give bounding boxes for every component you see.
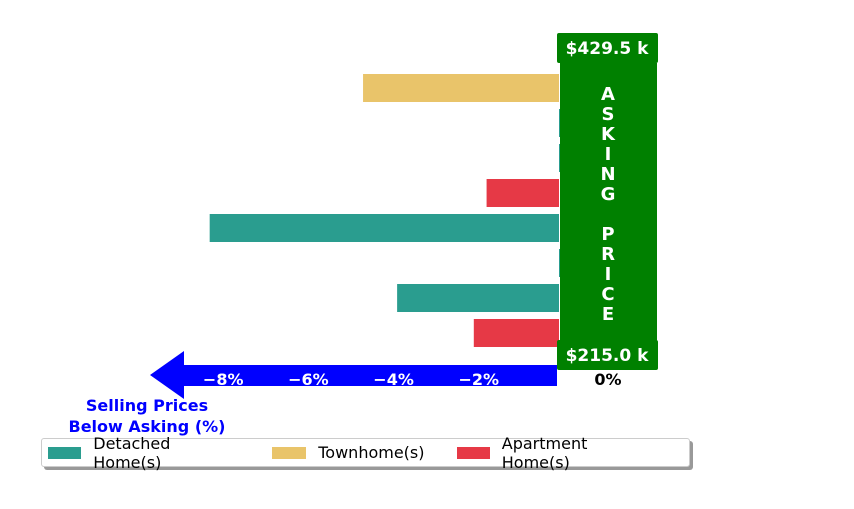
x-tick-labels: −8% −6% −4% −2% 0%	[203, 370, 622, 389]
legend: Detached Home(s) Townhome(s) Apartment H…	[41, 434, 690, 472]
min-price-label: $215.0 k	[566, 346, 650, 366]
legend-swatch-apartment	[456, 446, 490, 459]
asking-letter: I	[605, 144, 612, 165]
asking-letter: G	[601, 184, 616, 205]
bar-7	[473, 319, 559, 347]
legend-swatch-detached	[48, 446, 82, 459]
legend-item-apartment: Apartment Home(s)	[456, 433, 658, 472]
asking-letter: C	[601, 284, 614, 305]
x-tick-label: −4%	[373, 370, 414, 389]
x-tick-label: −8%	[203, 370, 244, 389]
asking-letter: S	[602, 104, 615, 125]
legend-label-detached: Detached Home(s)	[93, 433, 171, 472]
max-price-box	[557, 33, 658, 63]
legend-item-townhome: Townhome(s)	[272, 443, 425, 462]
asking-letter: R	[601, 244, 615, 265]
bar-6	[397, 284, 559, 312]
asking-letter: P	[601, 224, 614, 245]
bar-3	[486, 179, 559, 207]
x-tick-label: −6%	[288, 370, 329, 389]
max-price-label: $429.5 k	[566, 39, 650, 59]
bar-4	[209, 214, 559, 242]
asking-letter: K	[601, 124, 616, 145]
x-tick-label: 0%	[594, 370, 621, 389]
legend-label-townhome: Townhome(s)	[318, 443, 425, 462]
x-axis-label-line-2: Below Asking (%)	[69, 417, 226, 436]
min-price-box	[557, 340, 658, 370]
legend-item-detached: Detached Home(s)	[48, 434, 240, 472]
bar-0	[363, 74, 559, 102]
legend-label-apartment: Apartment Home(s)	[501, 433, 588, 472]
x-tick-label: −2%	[459, 370, 500, 389]
x-axis-label-line-1: Selling Prices	[86, 396, 208, 415]
legend-swatch-townhome	[272, 446, 307, 459]
asking-letter: A	[601, 84, 615, 105]
bars-layer	[209, 74, 606, 347]
asking-letter: N	[600, 164, 615, 185]
x-axis-arrow	[150, 351, 557, 399]
asking-letter: E	[602, 304, 614, 325]
asking-letter: I	[605, 264, 612, 285]
asking-price-band	[560, 63, 657, 343]
